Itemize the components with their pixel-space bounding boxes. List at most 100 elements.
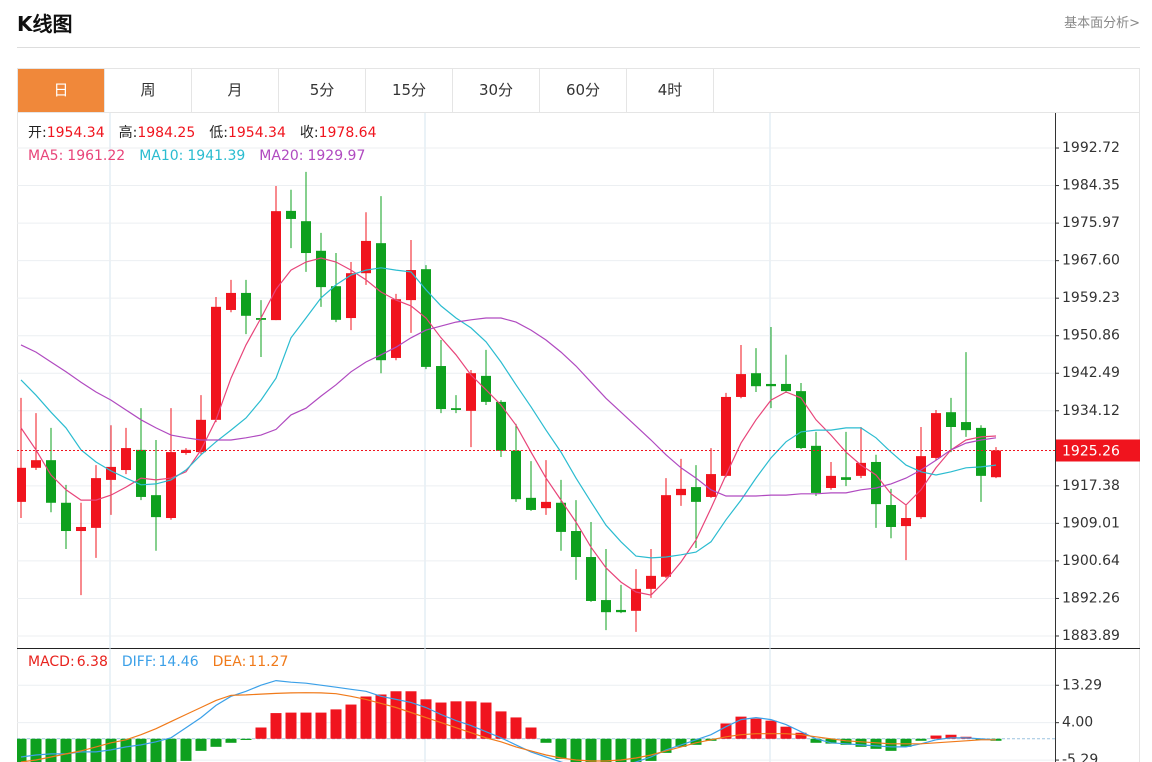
macd-bar [345, 704, 357, 739]
macd-bar [945, 734, 957, 739]
macd-bar [285, 712, 297, 739]
tab[interactable]: 月 [192, 69, 279, 112]
y-tick-label: 1900.64 [1062, 553, 1120, 569]
candle-body [271, 211, 281, 321]
macd-bar [780, 726, 792, 739]
candle-body [136, 449, 146, 497]
candle-body [991, 450, 1001, 478]
macd-bar [405, 691, 417, 739]
macd-bar [885, 738, 897, 751]
candle-body [841, 477, 851, 480]
candle-body [601, 600, 611, 613]
candle-body [106, 466, 116, 480]
macd-bar [300, 712, 312, 739]
candle-body [331, 286, 341, 320]
macd-line [20, 679, 997, 762]
macd-bar [855, 738, 867, 747]
candle-body [811, 445, 821, 493]
info-value: 1984.25 [137, 125, 195, 141]
candle-body [826, 475, 836, 488]
ma-line [20, 257, 997, 596]
legend-value: 6.38 [77, 654, 108, 670]
candle-body [901, 518, 911, 527]
legend-value: 1941.39 [187, 148, 245, 164]
candle-body [871, 461, 881, 505]
ma-line [20, 317, 997, 497]
macd-bar [60, 738, 72, 762]
macd-bar [150, 738, 162, 762]
legend-name: MA10: [139, 148, 183, 164]
info-value: 1954.34 [228, 125, 286, 141]
macd-bar [690, 738, 702, 745]
info-value: 1978.64 [319, 125, 377, 141]
macd-bar [930, 735, 942, 739]
candle-body [661, 495, 671, 577]
tab[interactable]: 4时 [627, 69, 714, 112]
last-price-box [1056, 439, 1140, 462]
macd-bar [45, 738, 57, 762]
macd-bar [255, 727, 267, 739]
candle-body [931, 413, 941, 458]
tab[interactable]: 周 [105, 69, 192, 112]
macd-bar [330, 709, 342, 739]
candle-body [781, 383, 791, 392]
macd-bar [390, 691, 402, 739]
fundamental-link[interactable]: 基本面分析> [1064, 16, 1140, 31]
candle-body [241, 292, 251, 316]
y-tick-label: 1917.38 [1062, 478, 1120, 494]
candle-body [286, 210, 296, 219]
candle-body [676, 488, 686, 496]
candle-body [961, 422, 971, 431]
macd-bar [375, 694, 387, 739]
info-label: 高: [119, 124, 138, 141]
y-tick-label: 1950.86 [1062, 328, 1120, 344]
macd-bar [795, 732, 807, 739]
candle-body [631, 588, 641, 611]
y-tick-label: 1892.26 [1062, 590, 1120, 606]
candle-body [766, 383, 776, 387]
candle-body [301, 221, 311, 254]
candle-body [181, 449, 191, 454]
candle-body [796, 391, 806, 449]
macd-bar [135, 738, 147, 762]
y-tick-label: -5.29 [1062, 752, 1098, 762]
tab[interactable]: 日 [18, 69, 105, 112]
macd-plot [17, 679, 1055, 762]
candle-body [226, 292, 236, 310]
tab[interactable]: 5分 [279, 69, 366, 112]
macd-bar [435, 702, 447, 739]
macd-bar [840, 738, 852, 745]
macd-bar [360, 696, 372, 739]
info-label: 收: [300, 125, 319, 141]
macd-bar [630, 738, 642, 762]
macd-line [20, 692, 996, 762]
candle-body [61, 502, 71, 532]
macd-bar [735, 716, 747, 739]
tab[interactable]: 30分 [453, 69, 540, 112]
page-title: K线图 [17, 12, 73, 36]
y-tick-label: 1984.35 [1062, 178, 1120, 194]
candle-body [376, 243, 386, 361]
candle-body [856, 462, 866, 476]
candle-body [31, 460, 41, 468]
tab[interactable]: 15分 [366, 69, 453, 112]
macd-bar [675, 738, 687, 747]
macd-bar [765, 720, 777, 739]
candle-body [151, 495, 161, 518]
macd-bar [660, 738, 672, 753]
candle-body [586, 557, 596, 601]
ma-line [20, 267, 997, 559]
info-row: 开:1954.34 高:1984.25 低:1954.34 收:1978.64 [28, 124, 377, 141]
macd-bar [90, 738, 102, 762]
tab-bar: 日周月 5分 15分 30分 60分 4时 [17, 68, 1140, 113]
y-tick-label: 1909.01 [1062, 515, 1120, 531]
tab[interactable]: 60分 [540, 69, 627, 112]
y-tick-label: 1992.72 [1062, 140, 1120, 156]
candle-body [466, 373, 476, 411]
macd-bar [570, 738, 582, 762]
macd-bar [585, 738, 597, 762]
y-tick-label: 1883.89 [1062, 628, 1120, 644]
macd-bar [555, 738, 567, 759]
macd-bar [915, 738, 927, 741]
